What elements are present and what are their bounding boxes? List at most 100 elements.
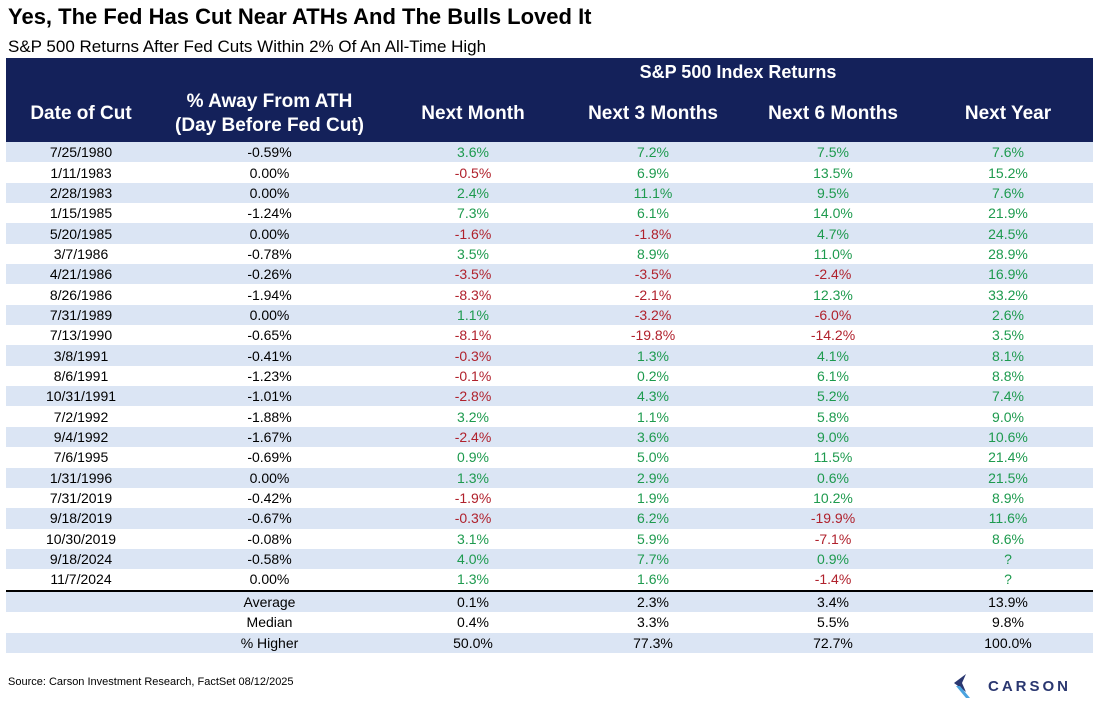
cell-return: 2.6% [923, 304, 1093, 326]
cell-return: 8.9% [563, 243, 743, 265]
summary-row: Average 0.1% 2.3% 3.4% 13.9% [6, 589, 1093, 613]
group-header: S&P 500 Index Returns [383, 58, 1093, 86]
table-row: 11/7/2024 0.00% 1.3% 1.6% -1.4%? [6, 569, 1093, 591]
summary-row: % Higher 50.0% 77.3% 72.7% 100.0% [6, 632, 1093, 654]
summary-label: % Higher [156, 632, 383, 654]
summary-value: 2.3% [563, 589, 743, 613]
cell-return: 6.1% [563, 203, 743, 224]
table-body: 7/25/1980 -0.59% 3.6% 7.2% 7.5% 7.6% 1/11/1983… [6, 142, 1093, 591]
cell-return: 4.7% [743, 223, 923, 244]
cell-return: 1.6% [563, 569, 743, 591]
cell-date: 8/6/1991 [6, 365, 156, 387]
page-title: Yes, The Fed Has Cut Near ATHs And The B… [8, 4, 592, 29]
cell-away-from-ath: -1.94% [156, 284, 383, 305]
cell-return: -1.8% [563, 223, 743, 244]
table-row: 9/4/1992 -1.67% -2.4% 3.6% 9.0% 10.6% [6, 426, 1093, 448]
cell-date: 9/4/1992 [6, 426, 156, 448]
cell-away-from-ath: -0.69% [156, 447, 383, 468]
cell-date: 7/2/1992 [6, 406, 156, 427]
cell-return: 7.2% [563, 142, 743, 163]
cell-return: 15.2% [923, 162, 1093, 183]
table-row: 7/6/1995 -0.69% 0.9% 5.0% 11.5% 21.4% [6, 447, 1093, 468]
returns-table: S&P 500 Index Returns Date of Cut % Away… [6, 58, 1093, 654]
cell-date: 10/31/1991 [6, 386, 156, 407]
cell-return: 9.0% [743, 426, 923, 448]
cell-return: 3.6% [563, 426, 743, 448]
header-spacer [6, 58, 383, 86]
cell-date: 7/25/1980 [6, 142, 156, 163]
table-row: 3/7/1986 -0.78% 3.5% 8.9% 11.0% 28.9% [6, 243, 1093, 265]
cell-away-from-ath: -0.67% [156, 508, 383, 529]
cell-return: -14.2% [743, 325, 923, 346]
carson-chevron-logo-icon [954, 674, 970, 698]
cell-return: 7.5% [743, 142, 923, 163]
cell-return: 3.5% [923, 325, 1093, 346]
cell-return: 6.1% [743, 365, 923, 387]
cell-away-from-ath: -0.08% [156, 528, 383, 549]
cell-away-from-ath: -0.78% [156, 243, 383, 265]
cell-return: 7.4% [923, 386, 1093, 407]
cell-return: 5.9% [563, 528, 743, 549]
cell-return: 4.0% [383, 548, 563, 570]
cell-return: 24.5% [923, 223, 1093, 244]
cell-return: -0.3% [383, 345, 563, 366]
cell-return: -19.9% [743, 508, 923, 529]
cell-return: -1.6% [383, 223, 563, 244]
cell-away-from-ath: -1.67% [156, 426, 383, 448]
table-row: 7/31/2019 -0.42% -1.9% 1.9% 10.2% 8.9% [6, 487, 1093, 509]
cell-return: 7.3% [383, 203, 563, 224]
table-row: 7/2/1992 -1.88% 3.2% 1.1% 5.8% 9.0% [6, 406, 1093, 427]
cell-return: ? [923, 548, 1093, 570]
cell-return: 13.5% [743, 162, 923, 183]
cell-return: 5.2% [743, 386, 923, 407]
cell-date: 10/30/2019 [6, 528, 156, 549]
page-subtitle: S&P 500 Returns After Fed Cuts Within 2%… [8, 37, 487, 56]
cell-return: -0.1% [383, 365, 563, 387]
cell-return: 0.9% [743, 548, 923, 570]
cell-return: 1.1% [563, 406, 743, 427]
cell-return: 8.1% [923, 345, 1093, 366]
cell-return: 8.6% [923, 528, 1093, 549]
cell-return: -2.8% [383, 386, 563, 407]
cell-return: 14.0% [743, 203, 923, 224]
cell-return: 9.0% [923, 406, 1093, 427]
cell-return: 10.6% [923, 426, 1093, 448]
cell-away-from-ath: -1.01% [156, 386, 383, 407]
cell-away-from-ath: 0.00% [156, 223, 383, 244]
cell-date: 7/31/2019 [6, 487, 156, 509]
cell-away-from-ath: -0.42% [156, 487, 383, 509]
summary-label: Average [156, 589, 383, 613]
summary-value: 0.4% [383, 612, 563, 633]
cell-return: 5.8% [743, 406, 923, 427]
cell-date: 9/18/2024 [6, 548, 156, 570]
cell-return: 3.1% [383, 528, 563, 549]
cell-return: 2.9% [563, 467, 743, 488]
cell-return: -0.3% [383, 508, 563, 529]
header-next-6-months: Next 6 Months [743, 86, 923, 142]
summary-blank [6, 589, 156, 613]
cell-return: 0.2% [563, 365, 743, 387]
cell-away-from-ath: -1.23% [156, 365, 383, 387]
cell-return: 8.9% [923, 487, 1093, 509]
cell-return: -3.2% [563, 304, 743, 326]
table-row: 1/31/1996 0.00% 1.3% 2.9% 0.6% 21.5% [6, 467, 1093, 488]
summary-value: 50.0% [383, 632, 563, 654]
cell-away-from-ath: 0.00% [156, 304, 383, 326]
cell-date: 11/7/2024 [6, 569, 156, 591]
logo-text: CARSON [988, 677, 1072, 695]
cell-return: 0.9% [383, 447, 563, 468]
cell-return: -1.9% [383, 487, 563, 509]
summary-value: 9.8% [923, 612, 1093, 633]
table-row: 2/28/1983 0.00% 2.4% 11.1% 9.5% 7.6% [6, 182, 1093, 204]
cell-return: 11.0% [743, 243, 923, 265]
cell-date: 3/8/1991 [6, 345, 156, 366]
summary-blank [6, 612, 156, 633]
cell-return: 33.2% [923, 284, 1093, 305]
table-row: 10/31/1991 -1.01% -2.8% 4.3% 5.2% 7.4% [6, 386, 1093, 407]
table-row: 5/20/1985 0.00% -1.6% -1.8% 4.7% 24.5% [6, 223, 1093, 244]
cell-return: 21.4% [923, 447, 1093, 468]
header-away-line1: % Away From ATH [186, 91, 353, 112]
header-away-from-ath: % Away From ATH (Day Before Fed Cut) [156, 86, 383, 142]
cell-return: 4.1% [743, 345, 923, 366]
cell-return: 8.8% [923, 365, 1093, 387]
